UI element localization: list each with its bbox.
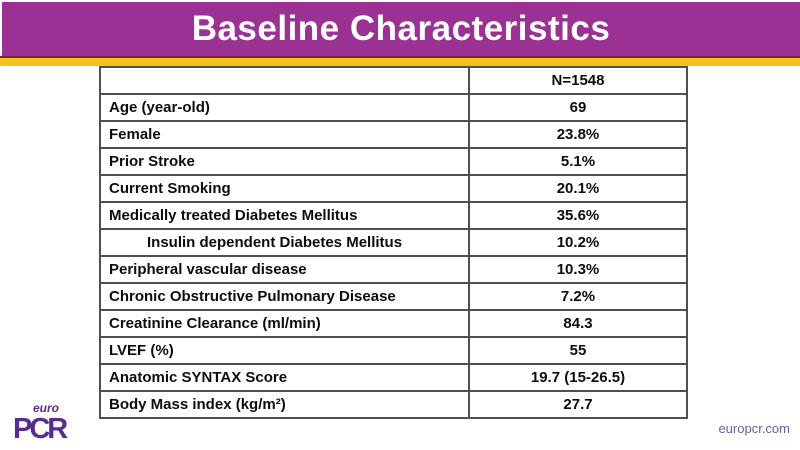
europcr-logo: euro PCR xyxy=(13,402,71,444)
row-value: 7.2% xyxy=(468,282,688,311)
row-label: Chronic Obstructive Pulmonary Disease xyxy=(99,282,470,311)
row-value: 10.2% xyxy=(468,228,688,257)
table-row: Prior Stroke 5.1% xyxy=(99,147,688,176)
table-row: Anatomic SYNTAX Score 19.7 (15-26.5) xyxy=(99,363,688,392)
table-header-row: N=1548 xyxy=(99,66,688,95)
row-label: Creatinine Clearance (ml/min) xyxy=(99,309,470,338)
baseline-characteristics-table: N=1548 Age (year-old) 69 Female 23.8% Pr… xyxy=(99,66,688,419)
row-label: Peripheral vascular disease xyxy=(99,255,470,284)
row-label: Current Smoking xyxy=(99,174,470,203)
row-value: 5.1% xyxy=(468,147,688,176)
logo-pcr-text: PCR xyxy=(13,413,68,445)
header-empty-cell xyxy=(99,66,470,95)
table-row: LVEF (%) 55 xyxy=(99,336,688,365)
row-label: LVEF (%) xyxy=(99,336,470,365)
accent-line xyxy=(0,56,800,58)
row-label: Age (year-old) xyxy=(99,93,470,122)
row-value: 55 xyxy=(468,336,688,365)
table-row: Age (year-old) 69 xyxy=(99,93,688,122)
page-title: Baseline Characteristics xyxy=(191,9,611,48)
table-row: Chronic Obstructive Pulmonary Disease 7.… xyxy=(99,282,688,311)
table-row: Peripheral vascular disease 10.3% xyxy=(99,255,688,284)
header-n-cell: N=1548 xyxy=(468,66,688,95)
table-row: Creatinine Clearance (ml/min) 84.3 xyxy=(99,309,688,338)
table-row: Body Mass index (kg/m²) 27.7 xyxy=(99,390,688,419)
table-body: Age (year-old) 69 Female 23.8% Prior Str… xyxy=(99,93,688,419)
row-value: 84.3 xyxy=(468,309,688,338)
footer-link[interactable]: europcr.com xyxy=(718,421,790,436)
table-row: Insulin dependent Diabetes Mellitus 10.2… xyxy=(99,228,688,257)
row-value: 19.7 (15-26.5) xyxy=(468,363,688,392)
gold-bar xyxy=(0,58,800,66)
table-row: Current Smoking 20.1% xyxy=(99,174,688,203)
row-label: Body Mass index (kg/m²) xyxy=(99,390,470,419)
row-label: Medically treated Diabetes Mellitus xyxy=(99,201,470,230)
row-value: 10.3% xyxy=(468,255,688,284)
logo-euro-text: euro xyxy=(32,401,59,415)
table-row: Female 23.8% xyxy=(99,120,688,149)
row-value: 69 xyxy=(468,93,688,122)
table-row: Medically treated Diabetes Mellitus 35.6… xyxy=(99,201,688,230)
row-label: Anatomic SYNTAX Score xyxy=(99,363,470,392)
row-value: 23.8% xyxy=(468,120,688,149)
row-label: Insulin dependent Diabetes Mellitus xyxy=(99,228,470,257)
title-banner: Baseline Characteristics xyxy=(2,2,800,56)
row-value: 27.7 xyxy=(468,390,688,419)
row-value: 20.1% xyxy=(468,174,688,203)
row-label: Prior Stroke xyxy=(99,147,470,176)
row-value: 35.6% xyxy=(468,201,688,230)
row-label: Female xyxy=(99,120,470,149)
